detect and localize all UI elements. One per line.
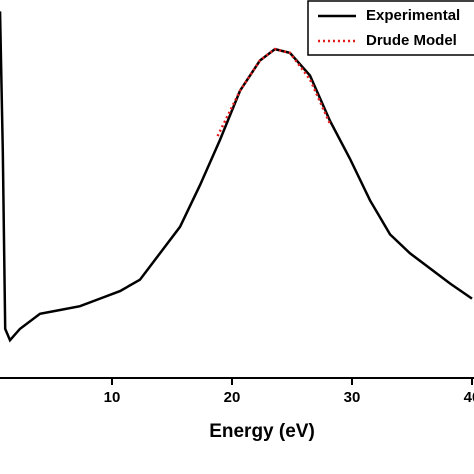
legend-label: Experimental — [366, 7, 460, 24]
x-tick-label: 10 — [104, 389, 121, 406]
x-tick-label: 40 — [464, 389, 474, 406]
series-line — [216, 47, 332, 137]
series-line — [0, 11, 473, 343]
legend-box — [307, 0, 474, 56]
x-tick-label: 20 — [224, 389, 241, 406]
x-tick-label: 30 — [344, 389, 361, 406]
x-axis-label: Energy (eV) — [209, 421, 315, 442]
legend-label: Drude Model — [366, 32, 457, 49]
